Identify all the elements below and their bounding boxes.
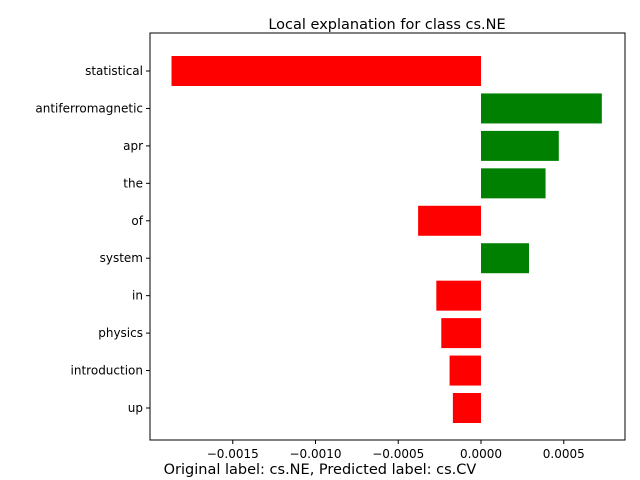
bar-introduction: [449, 355, 482, 386]
x-tick-label: −0.0005: [372, 447, 424, 461]
y-tick-label: up: [128, 401, 143, 415]
y-tick-label: in: [132, 289, 143, 303]
bar-system: [481, 243, 530, 274]
x-tick-label: −0.0010: [289, 447, 341, 461]
bar-in: [436, 280, 482, 311]
y-tick-label: of: [131, 214, 143, 228]
y-tick-label: apr: [123, 139, 143, 153]
bar-antiferromagnetic: [481, 93, 602, 124]
x-tick-label: 0.0000: [460, 447, 502, 461]
plot-frame: [149, 32, 626, 441]
x-tick-label: 0.0005: [543, 447, 585, 461]
chart-title: Local explanation for class cs.NE: [268, 17, 505, 33]
x-tick-label: −0.0015: [207, 447, 259, 461]
y-tick-label: the: [123, 176, 143, 190]
bar-physics: [441, 318, 482, 349]
bar-apr: [481, 130, 559, 161]
bars-layer: [171, 56, 602, 423]
bar-up: [452, 393, 482, 423]
chart-caption: Original label: cs.NE, Predicted label: …: [164, 462, 477, 478]
bar-statistical: [171, 56, 482, 86]
y-axis: statistical antiferromagnetic apr the of syst…: [35, 64, 150, 415]
x-axis: −0.0015 −0.0010 −0.0005 0.0000 0.0005: [207, 440, 585, 461]
y-tick-label: introduction: [71, 364, 143, 378]
y-tick-label: antiferromagnetic: [35, 101, 143, 115]
bar-of: [418, 205, 482, 236]
bar-the: [481, 168, 546, 199]
y-tick-label: statistical: [85, 64, 143, 78]
y-tick-label: physics: [98, 326, 143, 340]
y-tick-label: system: [100, 251, 143, 265]
